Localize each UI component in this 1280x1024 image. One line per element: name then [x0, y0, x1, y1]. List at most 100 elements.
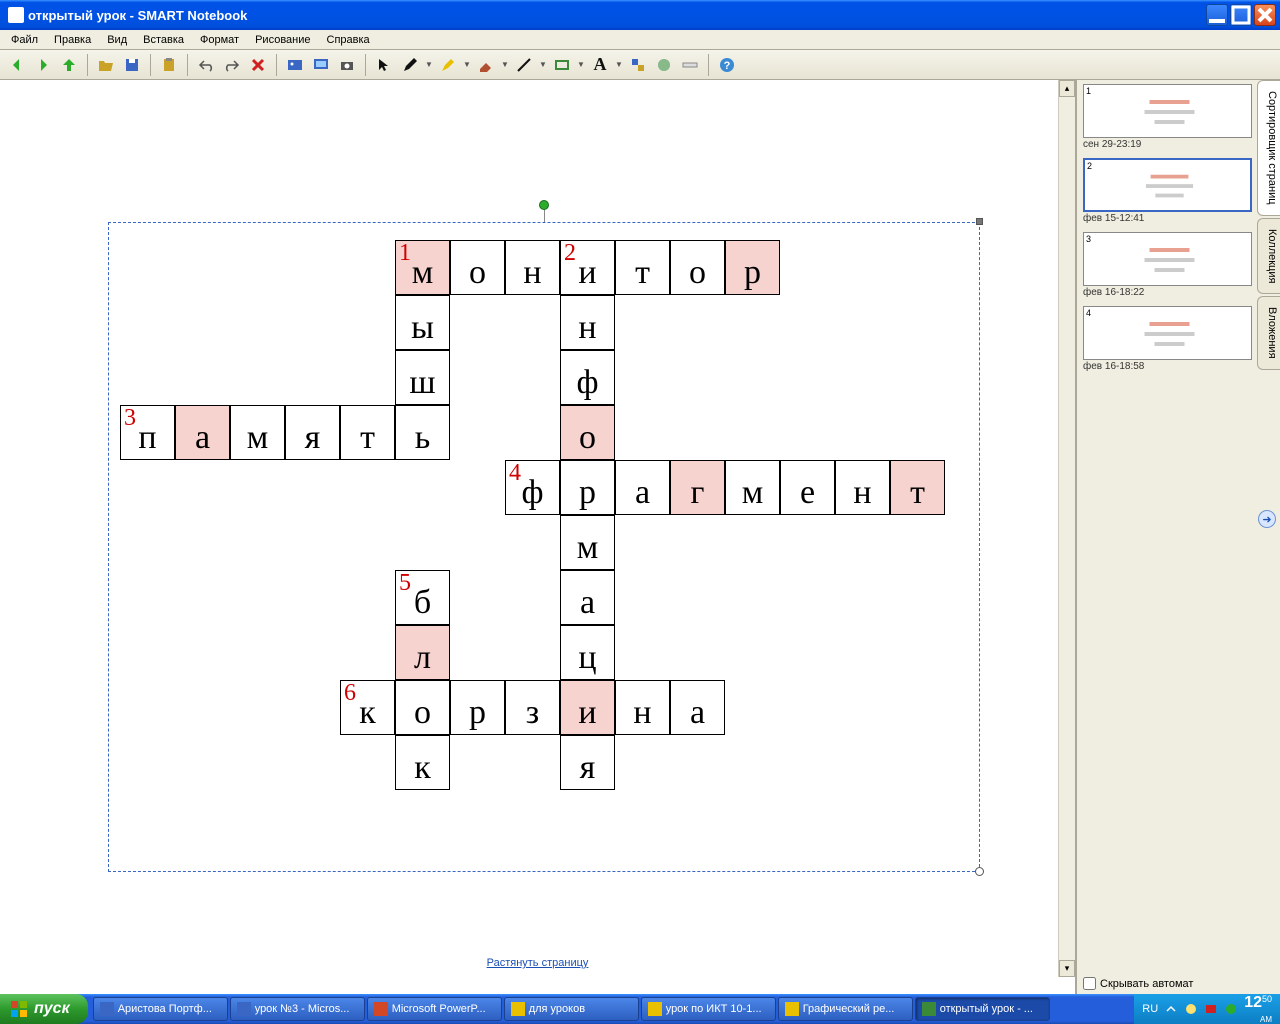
minimize-button[interactable]	[1206, 4, 1228, 26]
side-tab-2[interactable]: Вложения	[1257, 296, 1280, 370]
eraser-icon-dropdown[interactable]: ▼	[501, 60, 509, 69]
canvas[interactable]: м1они2торыншфп3амятьоф4рагментмб5алцк6ор…	[0, 80, 1076, 994]
crossword-cell[interactable]: о	[560, 405, 615, 460]
tray-icon-2[interactable]	[1204, 1002, 1218, 1016]
crossword-cell[interactable]: о	[450, 240, 505, 295]
maximize-button[interactable]	[1230, 4, 1252, 26]
open-icon[interactable]	[95, 54, 117, 76]
crossword-cell[interactable]: к6	[340, 680, 395, 735]
side-tab-1[interactable]: Коллекция	[1257, 218, 1280, 294]
crossword-cell[interactable]: т	[890, 460, 945, 515]
crossword-cell[interactable]: я	[285, 405, 340, 460]
selection-box[interactable]	[108, 222, 980, 872]
crossword-cell[interactable]: м	[230, 405, 285, 460]
crossword-cell[interactable]: ф	[560, 350, 615, 405]
side-tab-0[interactable]: Сортировщик страниц	[1257, 80, 1280, 216]
text-icon[interactable]: A	[589, 54, 611, 76]
menu-Вид[interactable]: Вид	[100, 32, 134, 48]
camera-icon[interactable]	[336, 54, 358, 76]
crossword-cell[interactable]: т	[615, 240, 670, 295]
crossword-cell[interactable]: ц	[560, 625, 615, 680]
crossword-cell[interactable]: г	[670, 460, 725, 515]
crossword-cell[interactable]: е	[780, 460, 835, 515]
eraser-icon[interactable]	[475, 54, 497, 76]
paste-icon[interactable]	[158, 54, 180, 76]
shape-icon[interactable]	[551, 54, 573, 76]
taskbar-item[interactable]: урок по ИКТ 10-1...	[641, 997, 776, 1021]
page-thumbnail[interactable]: 2	[1083, 158, 1252, 212]
taskbar-item[interactable]: урок №3 - Micros...	[230, 997, 365, 1021]
expand-button[interactable]: ➜	[1258, 510, 1276, 528]
crossword-cell[interactable]: т	[340, 405, 395, 460]
crossword-cell[interactable]: я	[560, 735, 615, 790]
crossword-cell[interactable]: а	[670, 680, 725, 735]
hide-auto-check[interactable]	[1083, 977, 1096, 990]
crossword-cell[interactable]: н	[615, 680, 670, 735]
crossword-cell[interactable]: н	[835, 460, 890, 515]
close-button[interactable]	[1254, 4, 1276, 26]
image-icon[interactable]	[284, 54, 306, 76]
page-thumbnail[interactable]: 1	[1083, 84, 1252, 138]
line-icon-dropdown[interactable]: ▼	[539, 60, 547, 69]
menu-Правка[interactable]: Правка	[47, 32, 98, 48]
page-thumbnail[interactable]: 3	[1083, 232, 1252, 286]
crossword-cell[interactable]: п3	[120, 405, 175, 460]
crossword-cell[interactable]: о	[670, 240, 725, 295]
menu-Справка[interactable]: Справка	[320, 32, 377, 48]
text-icon-dropdown[interactable]: ▼	[615, 60, 623, 69]
crossword-cell[interactable]: з	[505, 680, 560, 735]
page-thumbnail[interactable]: 4	[1083, 306, 1252, 360]
crossword-cell[interactable]: м	[560, 515, 615, 570]
crossword-cell[interactable]: а	[560, 570, 615, 625]
menu-Рисование[interactable]: Рисование	[248, 32, 317, 48]
menu-Вставка[interactable]: Вставка	[136, 32, 191, 48]
crossword-cell[interactable]: н	[560, 295, 615, 350]
taskbar-item[interactable]: Графический ре...	[778, 997, 913, 1021]
menu-Формат[interactable]: Формат	[193, 32, 246, 48]
pointer-icon[interactable]	[373, 54, 395, 76]
vertical-scrollbar[interactable]: ▴ ▾	[1058, 80, 1075, 977]
undo-icon[interactable]	[195, 54, 217, 76]
language-indicator[interactable]: RU	[1142, 1003, 1158, 1015]
save-icon[interactable]	[121, 54, 143, 76]
menu-Файл[interactable]: Файл	[4, 32, 45, 48]
tray-expand-icon[interactable]	[1164, 1002, 1178, 1016]
delete-icon[interactable]	[247, 54, 269, 76]
crossword-cell[interactable]: о	[395, 680, 450, 735]
help-icon[interactable]: ?	[716, 54, 738, 76]
nav-up-icon[interactable]	[58, 54, 80, 76]
crossword-cell[interactable]: а	[615, 460, 670, 515]
screen-icon[interactable]	[310, 54, 332, 76]
crossword-cell[interactable]: к	[395, 735, 450, 790]
crossword-cell[interactable]: р	[725, 240, 780, 295]
start-button[interactable]: пуск	[0, 994, 88, 1024]
fill-icon[interactable]	[627, 54, 649, 76]
nav-back-icon[interactable]	[6, 54, 28, 76]
taskbar-item[interactable]: Аристова Портф...	[93, 997, 228, 1021]
transparency-icon[interactable]	[653, 54, 675, 76]
pen-icon-dropdown[interactable]: ▼	[425, 60, 433, 69]
crossword-cell[interactable]: р	[560, 460, 615, 515]
crossword-cell[interactable]: а	[175, 405, 230, 460]
crossword-cell[interactable]: ш	[395, 350, 450, 405]
nav-fwd-icon[interactable]	[32, 54, 54, 76]
ruler-icon[interactable]	[679, 54, 701, 76]
crossword-cell[interactable]: и	[560, 680, 615, 735]
selection-handle-br[interactable]	[975, 867, 984, 876]
stretch-page-link[interactable]: Растянуть страницу	[487, 957, 589, 969]
shape-icon-dropdown[interactable]: ▼	[577, 60, 585, 69]
crossword-cell[interactable]: б5	[395, 570, 450, 625]
taskbar-item[interactable]: Microsoft PowerP...	[367, 997, 502, 1021]
tray-icon-3[interactable]	[1224, 1002, 1238, 1016]
crossword-cell[interactable]: м	[725, 460, 780, 515]
taskbar-item[interactable]: открытый урок - ...	[915, 997, 1050, 1021]
crossword-cell[interactable]: н	[505, 240, 560, 295]
crossword-cell[interactable]: ы	[395, 295, 450, 350]
crossword-cell[interactable]: ф4	[505, 460, 560, 515]
scroll-down-icon[interactable]: ▾	[1059, 960, 1075, 977]
redo-icon[interactable]	[221, 54, 243, 76]
clock[interactable]: 1250 AM	[1244, 995, 1272, 1024]
crossword-cell[interactable]: ь	[395, 405, 450, 460]
tray-icon-1[interactable]	[1184, 1002, 1198, 1016]
line-icon[interactable]	[513, 54, 535, 76]
